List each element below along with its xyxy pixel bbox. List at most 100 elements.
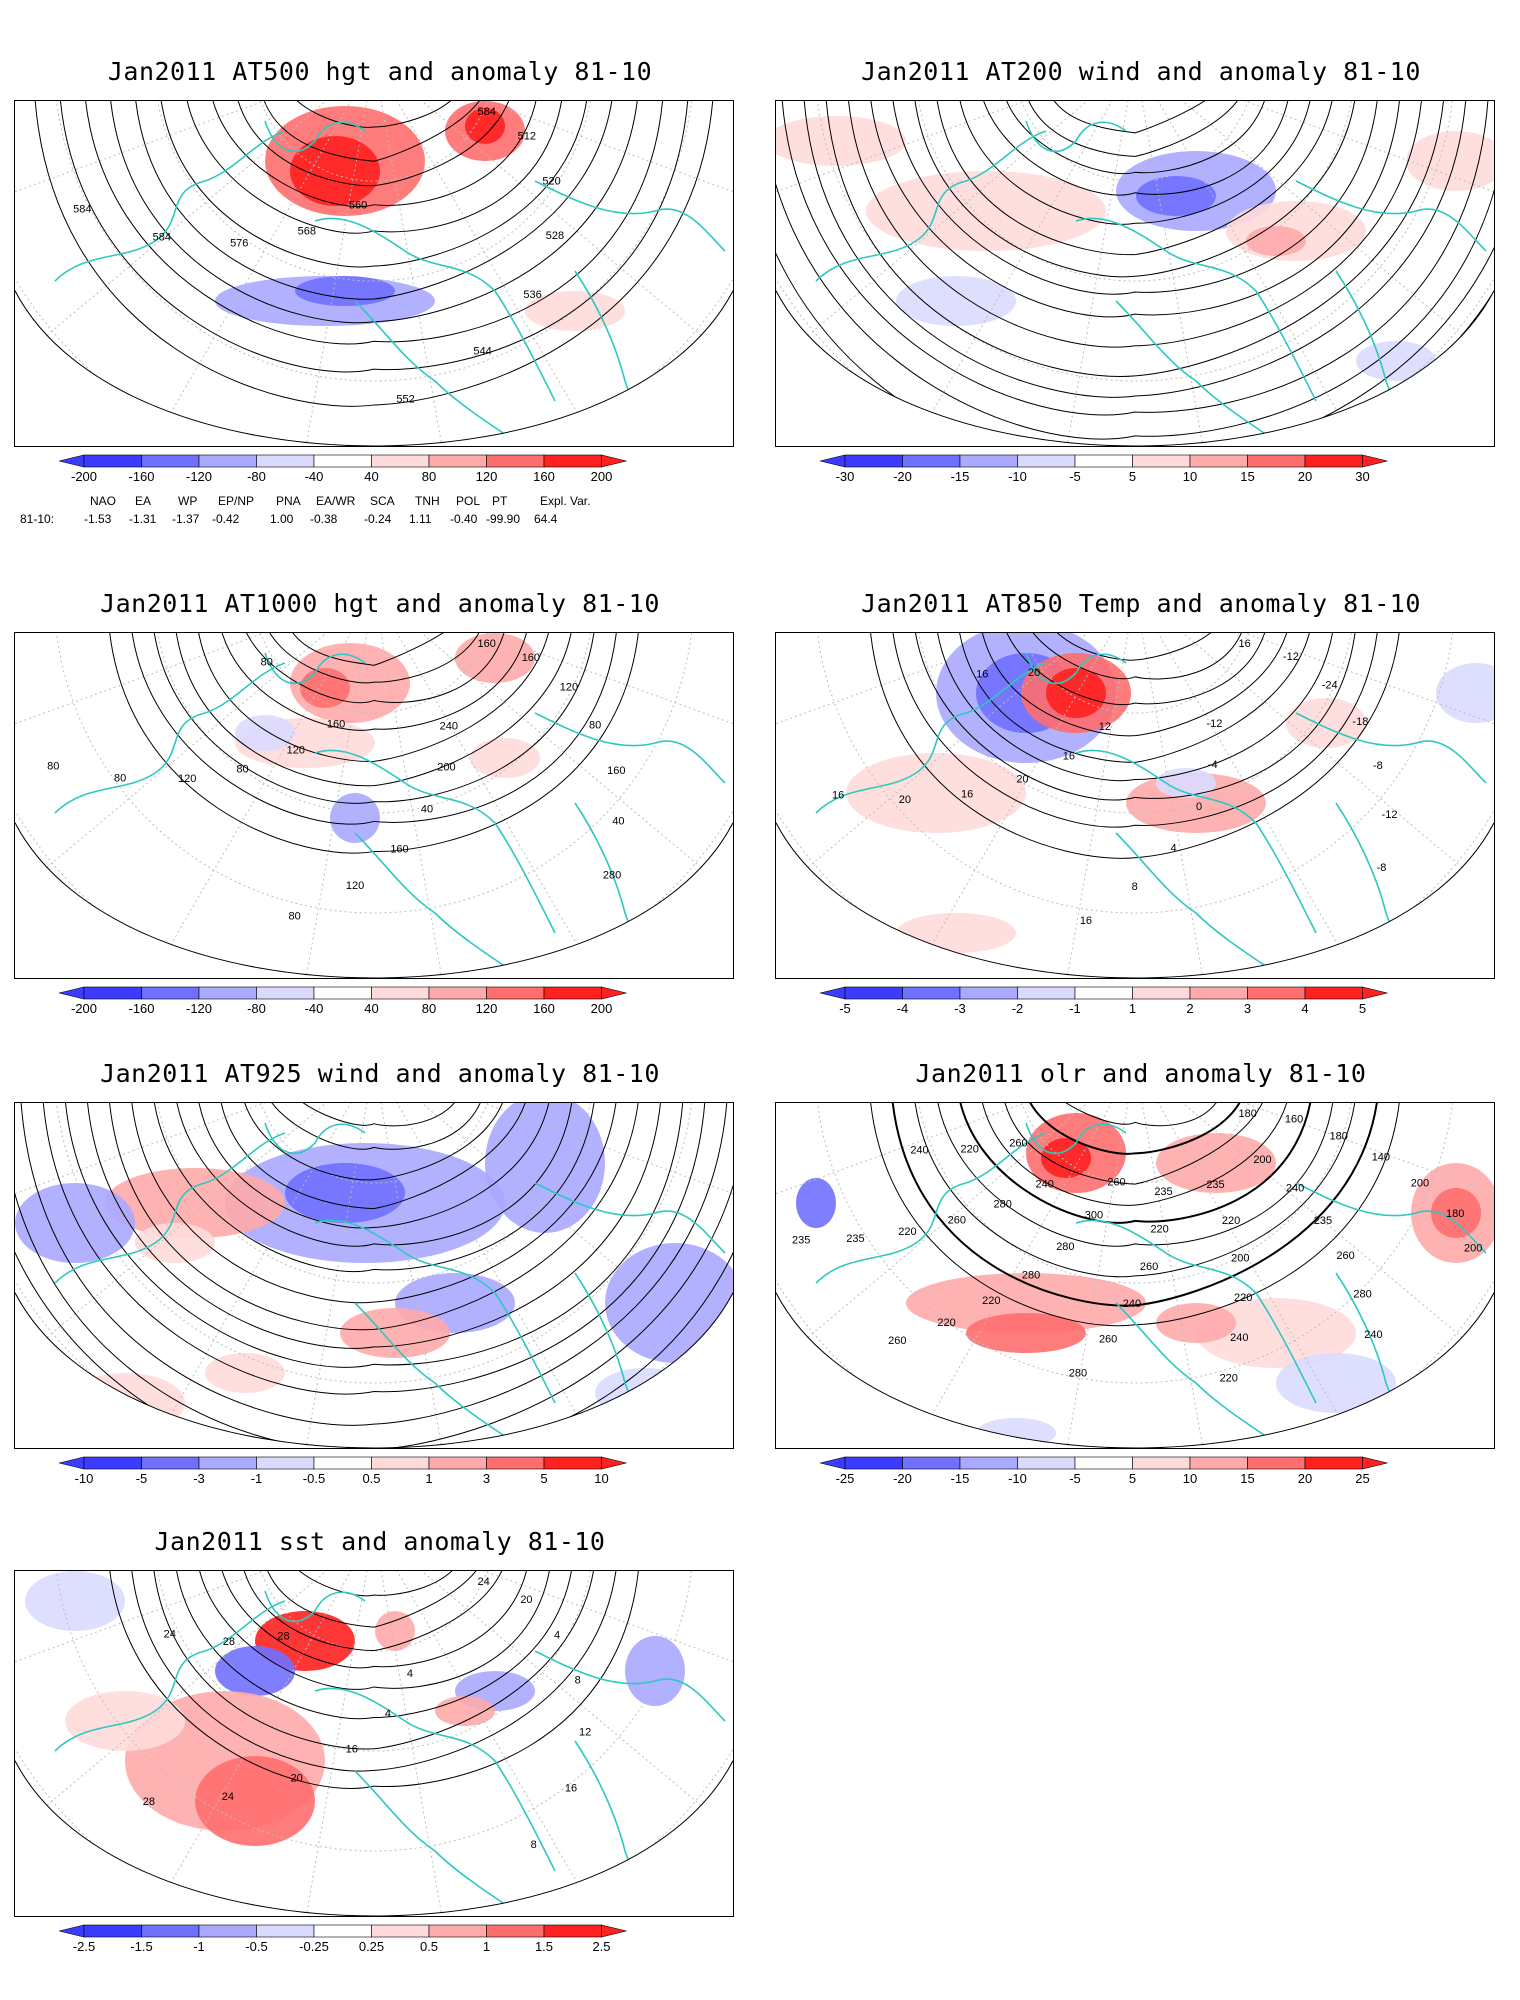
contour-label: 8 (531, 1839, 537, 1851)
colorbar-segment (198, 454, 257, 468)
map-sst: 24 20 4 8 12 16 8 4 4 16 20 24 28 28 28 24 (14, 1570, 734, 1917)
colorbar-tick-label: 20 (1298, 469, 1312, 484)
colorbar-segment (1132, 986, 1191, 1000)
longitude-gridline (776, 633, 1136, 772)
anomaly-region (1406, 131, 1494, 191)
latitude-gridline (153, 101, 595, 282)
contour-line (956, 633, 1314, 763)
index-header: TNH (415, 494, 440, 508)
contour-line (129, 1571, 619, 1772)
coastline (264, 1122, 366, 1155)
contour-line (261, 1571, 487, 1628)
contour-line (1022, 633, 1248, 680)
index-value: 1.00 (270, 512, 294, 526)
contour-line (1000, 1103, 1270, 1185)
longitude-gridline (113, 101, 375, 446)
colorbar-max-arrow (601, 1924, 627, 1938)
contour-line (258, 101, 490, 162)
colorbar-segment (428, 1924, 487, 1938)
contour-line (780, 101, 1490, 416)
contour-line (217, 1103, 531, 1210)
index-value: -1.37 (172, 512, 200, 526)
map-canvas: 180 160 180 140 200 180 200 200 240 235 260 280 240 2… (776, 1103, 1494, 1448)
contour-label: 260 (1336, 1250, 1354, 1262)
contour-label: 16 (565, 1783, 577, 1795)
contour-line (934, 633, 1336, 782)
anomaly-region (25, 1571, 125, 1631)
longitude-gridline (874, 633, 1136, 978)
contour-line (934, 101, 1336, 256)
contour-label: 4 (407, 1668, 413, 1680)
hemisphere-outline (15, 822, 733, 978)
contour-label: 80 (114, 772, 126, 784)
colorbar-segment (256, 1924, 315, 1938)
contour-label: 20 (1016, 773, 1028, 785)
colorbar-tick-label: 15 (1240, 469, 1254, 484)
colorbar-tick-label: -10 (1008, 1471, 1027, 1486)
index-header: WP (178, 494, 198, 508)
coastline (264, 652, 366, 685)
index-value: -0.38 (310, 512, 338, 526)
colorbar-segment (371, 986, 430, 1000)
longitude-gridline (373, 633, 733, 772)
anomaly-region (290, 136, 380, 206)
anomaly-region (485, 1103, 605, 1233)
colorbar-segment (83, 454, 142, 468)
index-value: 1.11 (409, 512, 432, 526)
contour-label: 544 (473, 346, 491, 358)
contour-line (41, 1103, 707, 1395)
contour-line (195, 1571, 553, 1690)
colorbar-min-arrow (58, 986, 85, 1000)
contour-line (283, 101, 465, 128)
panel-at925: Jan2011 AT925 wind and anomaly 81-10 -10… (14, 1059, 746, 1486)
contour-line (107, 1571, 641, 1789)
colorbar-segment (1017, 986, 1076, 1000)
coastline (314, 217, 556, 402)
colorbar-tick-label: -5 (136, 1471, 148, 1486)
panel-at200: Jan2011 AT200 wind and anomaly 81-10 -30… (775, 57, 1507, 484)
contour-label: 180 (1238, 1108, 1256, 1120)
contour-line (868, 633, 1402, 859)
map-canvas: 584 512 520 528 536 544 552 560 568 576 584 584 (15, 101, 733, 446)
contour-label: 520 (542, 175, 560, 187)
contour-label: 20 (899, 794, 911, 806)
colorbar-segment (371, 1456, 430, 1470)
colorbar-tick-label: -1 (251, 1471, 263, 1486)
coastline (815, 1132, 1047, 1284)
longitude-gridline (373, 1571, 635, 1916)
contour-label: 28 (277, 1630, 289, 1642)
colorbar-tick-label: 160 (533, 469, 555, 484)
colorbar-segment (1017, 454, 1076, 468)
contour-label: 140 (1372, 1152, 1390, 1164)
contour-line (1022, 101, 1248, 157)
contour-line (978, 101, 1292, 196)
contour-label: 120 (560, 682, 578, 694)
longitude-gridline (113, 1571, 375, 1916)
index-value: -0.42 (212, 512, 240, 526)
colorbar-segment (371, 1924, 430, 1938)
colorbar-segment (83, 1924, 142, 1938)
colorbar-tick-label: -25 (836, 1471, 855, 1486)
longitude-gridline (1134, 101, 1226, 446)
colorbar-min-arrow (58, 454, 85, 468)
contour-line (1044, 1103, 1226, 1127)
colorbar-segment (1017, 1456, 1076, 1470)
colorbar-tick-label: -10 (75, 1471, 94, 1486)
contour-label: 220 (937, 1317, 955, 1329)
contour-label: 20 (290, 1772, 302, 1784)
longitude-gridline (373, 1103, 635, 1448)
longitude-gridline (283, 101, 375, 446)
anomaly-region (65, 1373, 185, 1433)
anomaly-region (1046, 668, 1106, 718)
longitude-gridline (776, 1103, 1136, 1398)
contour-label: 20 (1028, 667, 1040, 679)
contour-label: 240 (1036, 1178, 1054, 1190)
anomaly-region (330, 793, 380, 843)
panel-at850: Jan2011 AT850 Temp and anomaly 81-10 16 -… (775, 589, 1507, 1016)
contour-line (85, 1103, 663, 1349)
map-canvas (776, 101, 1494, 446)
latitude-gridline (914, 1103, 1356, 1284)
contour-label: 584 (477, 106, 495, 118)
coastline (1025, 652, 1127, 685)
contour-label: 235 (1206, 1179, 1224, 1191)
